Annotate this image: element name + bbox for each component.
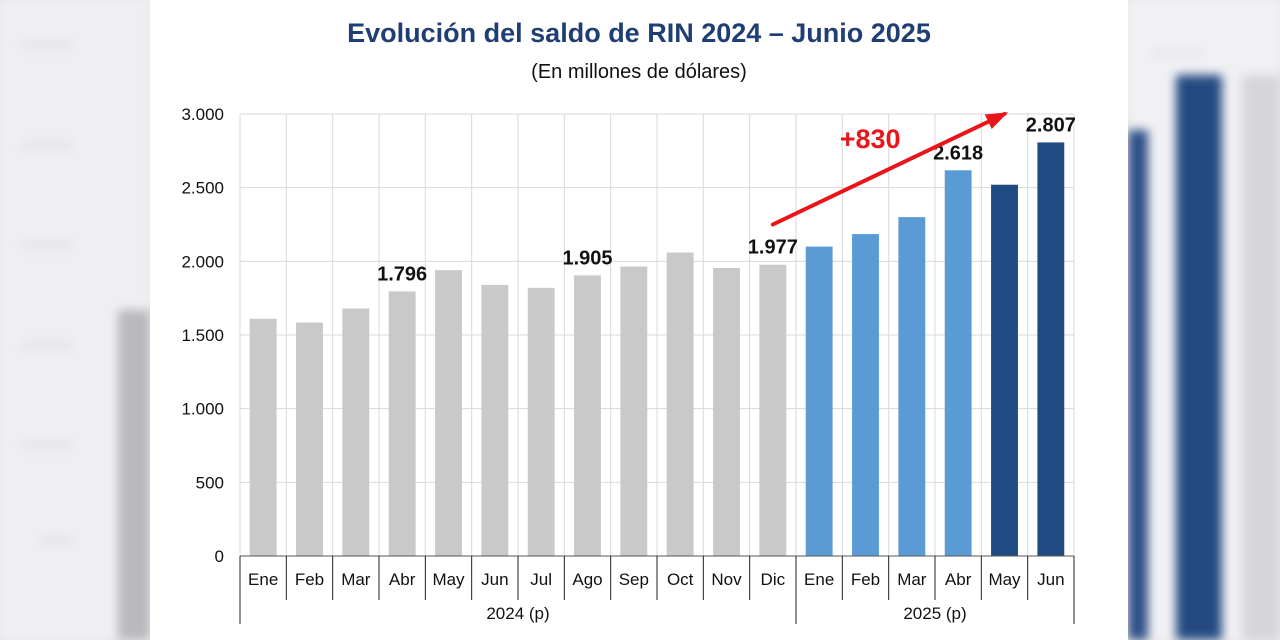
bar (620, 266, 648, 556)
y-tick-label: 0 (215, 547, 224, 566)
data-label: 1.977 (748, 237, 798, 259)
y-tick-label: 1.500 (181, 326, 224, 345)
bar (852, 234, 879, 556)
y-tick-label: 500 (196, 473, 224, 492)
ghost-bar (1176, 75, 1222, 640)
ghost-axis-label: ······ (22, 330, 74, 360)
bar (527, 287, 555, 556)
y-tick-label: 2.500 (181, 179, 224, 198)
bar (898, 217, 926, 556)
ghost-data-label: ······ (1152, 38, 1204, 68)
x-tick-label: Mar (897, 570, 927, 589)
bar (1037, 142, 1065, 556)
x-tick-label: Mar (341, 570, 371, 589)
chart-panel: Evolución del saldo de RIN 2024 – Junio … (150, 0, 1128, 640)
growth-annotation-label: +830 (840, 124, 901, 154)
data-label: 1.796 (377, 263, 427, 285)
ghost-bar (1242, 75, 1280, 640)
group-label: 2025 (p) (903, 604, 966, 623)
bar (249, 318, 277, 556)
y-tick-label: 2.000 (181, 252, 224, 271)
bar (296, 322, 323, 556)
x-tick-label: Feb (295, 570, 324, 589)
ghost-axis-label: ···· (40, 525, 75, 555)
ghost-bar (1128, 130, 1148, 640)
y-tick-label: 1.000 (181, 400, 224, 419)
background-right-blur: ······ (1128, 0, 1280, 640)
bar (574, 275, 601, 556)
chart-subtitle: (En millones de dólares) (531, 61, 747, 83)
x-tick-label: Abr (945, 570, 972, 589)
y-tick-label: 3.000 (181, 105, 224, 124)
data-label: 1.905 (562, 247, 612, 269)
ghost-axis-label: ······ (22, 230, 74, 260)
x-tick-label: Jun (481, 570, 508, 589)
bar (481, 284, 509, 556)
bar (388, 291, 416, 556)
bar (342, 308, 370, 556)
bar (435, 270, 462, 556)
bar (944, 170, 972, 557)
x-tick-label: Dic (761, 570, 786, 589)
bar (759, 264, 787, 556)
x-tick-label: May (988, 570, 1021, 589)
bar (991, 184, 1018, 556)
bar-chart: 0 500 1.000 1.500 2.000 2.500 3.000 Ene Feb Mar Ab… (181, 105, 1076, 624)
group-label: 2024 (p) (486, 604, 549, 623)
bar (666, 252, 694, 556)
bar (713, 267, 740, 556)
x-tick-label: Oct (667, 570, 694, 589)
x-tick-label: Ago (572, 570, 602, 589)
data-label: 2.807 (1026, 114, 1076, 136)
ghost-axis-label: ······ (22, 30, 74, 60)
x-tick-label: Ene (804, 570, 834, 589)
x-tick-label: Abr (389, 570, 416, 589)
bar (805, 246, 833, 556)
x-tick-label: May (432, 570, 465, 589)
x-tick-label: Jun (1037, 570, 1064, 589)
background-left-blur: ······ ······ ······ ······ ······ ···· (0, 0, 150, 640)
x-tick-label: Sep (619, 570, 649, 589)
growth-arrow-head (984, 112, 1009, 129)
x-tick-label: Jul (530, 570, 552, 589)
growth-arrow-line (770, 112, 1007, 227)
ghost-axis-label: ······ (22, 130, 74, 160)
x-tick-label: Feb (851, 570, 880, 589)
ghost-axis-label: ······ (22, 430, 74, 460)
ghost-bar (118, 310, 150, 640)
x-tick-label: Nov (711, 570, 742, 589)
data-label: 2.618 (933, 142, 983, 164)
x-tick-label: Ene (248, 570, 278, 589)
chart-title: Evolución del saldo de RIN 2024 – Junio … (347, 18, 931, 48)
